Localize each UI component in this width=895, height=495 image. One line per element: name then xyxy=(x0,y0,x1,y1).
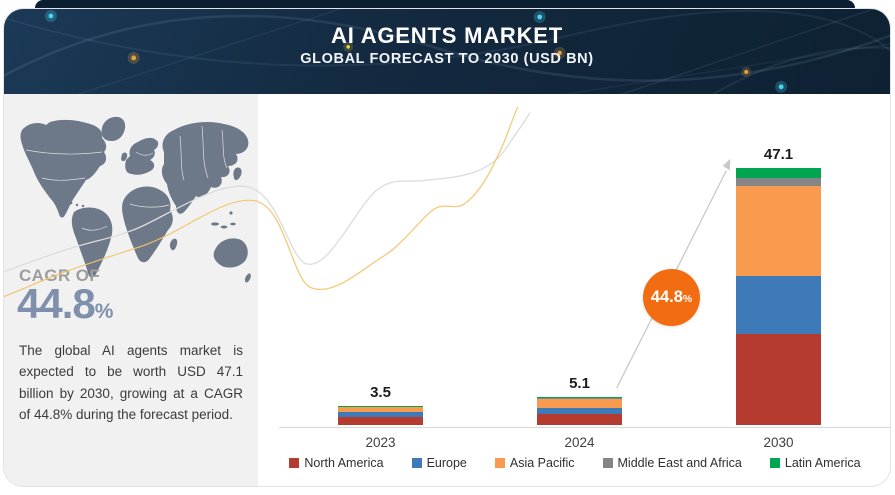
bar-segment-asia-pacific xyxy=(736,185,821,277)
bar-segment-middle-east-and-africa xyxy=(537,398,622,399)
page-subtitle: GLOBAL FORECAST TO 2030 (USD BN) xyxy=(300,50,594,67)
bar-total-label: 47.1 xyxy=(763,146,794,163)
bar-segment-north-america xyxy=(736,334,821,425)
legend-swatch-icon xyxy=(769,458,780,468)
bar-segment-europe xyxy=(537,407,622,415)
legend-item-middle-east-and-africa: Middle East and Africa xyxy=(602,456,742,470)
header-text-block: AI AGENTS MARKET GLOBAL FORECAST TO 2030… xyxy=(4,22,890,67)
x-axis-tick-label: 2023 xyxy=(365,435,396,450)
summary-panel: CAGR OF 44.8% The global AI agents marke… xyxy=(4,94,258,486)
header-banner: AI AGENTS MARKET GLOBAL FORECAST TO 2030… xyxy=(4,9,890,94)
x-axis-line xyxy=(279,427,890,428)
bar-segment-north-america xyxy=(338,417,423,425)
legend-swatch-icon xyxy=(602,458,613,468)
bar-segment-europe xyxy=(736,276,821,335)
legend-item-asia-pacific: Asia Pacific xyxy=(494,456,575,470)
cagr-percent-sign: % xyxy=(94,300,114,323)
bar-segment-north-america xyxy=(537,414,622,425)
bar-segment-latin-america xyxy=(537,397,622,399)
legend-label: North America xyxy=(304,456,384,470)
bar-segment-europe xyxy=(338,412,423,418)
bar-segment-latin-america xyxy=(736,168,821,179)
badge-percent-sign: % xyxy=(682,293,693,305)
legend-label: Middle East and Africa xyxy=(617,456,742,470)
bar-segment-latin-america xyxy=(338,405,423,407)
bar-total-label: 5.1 xyxy=(569,375,590,393)
bar-2024 xyxy=(537,397,622,425)
bar-2030 xyxy=(736,168,821,425)
legend-swatch-icon xyxy=(494,458,505,468)
infographic-card: AI AGENTS MARKET GLOBAL FORECAST TO 2030… xyxy=(3,8,891,487)
chart-legend: North America Europe Asia Pacific Middle Ea… xyxy=(262,456,888,470)
x-axis-tick-label: 2024 xyxy=(564,435,595,450)
legend-item-north-america: North America xyxy=(289,456,384,470)
bar-total-label: 3.5 xyxy=(370,383,391,401)
glow-dots xyxy=(44,9,788,93)
bar-segment-middle-east-and-africa xyxy=(736,178,821,186)
x-axis-tick-label: 2030 xyxy=(763,435,794,450)
network-decoration xyxy=(4,9,890,94)
badge-value: 44.8 xyxy=(650,288,683,306)
bar-segment-asia-pacific xyxy=(338,407,423,413)
legend-item-latin-america: Latin America xyxy=(769,456,861,470)
market-summary-text: The global AI agents market is expected … xyxy=(19,343,243,422)
legend-label: Europe xyxy=(426,456,467,470)
legend-label: Asia Pacific xyxy=(509,456,575,470)
page-title: AI AGENTS MARKET xyxy=(331,23,563,48)
bar-2023 xyxy=(338,405,423,425)
bar-segment-asia-pacific xyxy=(537,398,622,408)
cagr-number: 44.8 xyxy=(17,280,96,327)
legend-item-europe: Europe xyxy=(411,456,467,470)
legend-swatch-icon xyxy=(411,458,422,468)
legend-swatch-icon xyxy=(289,458,300,468)
cagr-value: 44.8% xyxy=(17,280,113,328)
legend-label: Latin America xyxy=(784,456,861,470)
growth-rate-badge: 44.8% xyxy=(643,269,700,326)
